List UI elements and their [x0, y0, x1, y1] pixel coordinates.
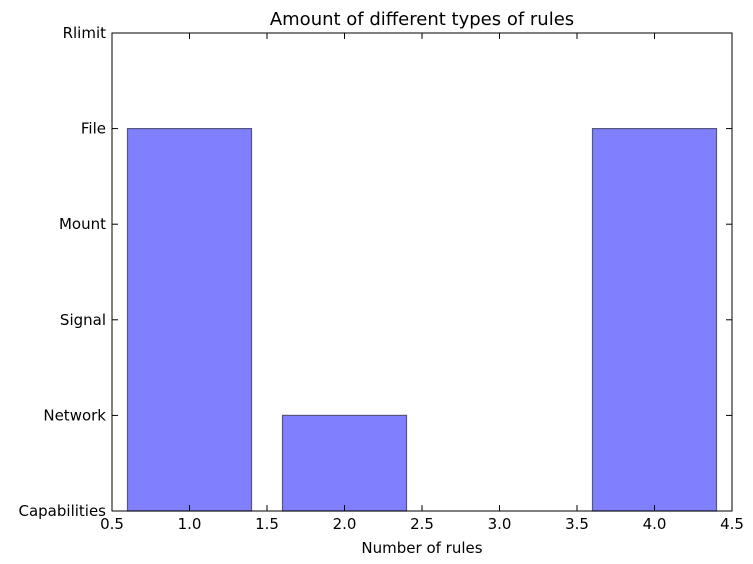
x-tick-label: 3.5 [565, 515, 589, 533]
x-tick-label: 2.5 [410, 515, 434, 533]
x-tick-label: 3.0 [488, 515, 512, 533]
y-tick-label: Capabilities [19, 502, 107, 520]
x-tick-label: 0.5 [100, 515, 124, 533]
bars-group [126, 128, 718, 512]
y-tick-label: Mount [59, 215, 106, 233]
y-axis: Capabilities Network Signal Mount File Rlimit [19, 24, 732, 520]
bar [126, 128, 253, 512]
x-axis-label: Number of rules [361, 539, 482, 557]
x-axis: 0.5 1.0 1.5 2.0 2.5 3.0 3.5 4.0 4.5 [100, 33, 744, 533]
x-tick-label: 4.0 [643, 515, 667, 533]
x-tick-label: 2.0 [333, 515, 357, 533]
bar [591, 128, 718, 512]
x-tick-label: 4.5 [720, 515, 744, 533]
chart-title: Amount of different types of rules [270, 9, 574, 30]
y-tick-label: Signal [60, 311, 106, 329]
y-tick-label: Rlimit [63, 24, 107, 42]
y-tick-label: Network [43, 406, 106, 424]
y-tick-label: File [81, 120, 106, 138]
bar [281, 414, 408, 512]
x-tick-label: 1.5 [255, 515, 279, 533]
x-tick-label: 1.0 [178, 515, 202, 533]
